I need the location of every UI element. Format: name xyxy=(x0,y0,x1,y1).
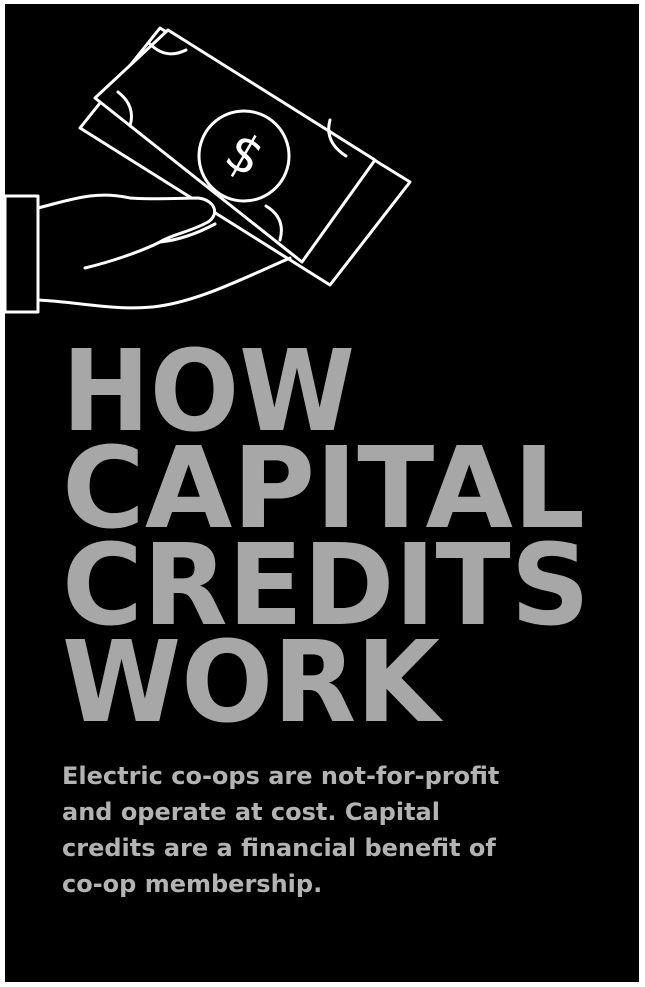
page: $ HOWCAPITALCREDITSWORK Electric co-ops … xyxy=(0,0,645,987)
body-line: credits are a financial benefit of xyxy=(62,834,496,862)
body-line: Electric co-ops are not-for-profit xyxy=(62,762,499,790)
heading-line: WORK xyxy=(62,618,444,748)
poster: $ HOWCAPITALCREDITSWORK Electric co-ops … xyxy=(0,0,645,987)
body-line: co-op membership. xyxy=(62,870,322,898)
body-line: and operate at cost. Capital xyxy=(62,798,440,826)
